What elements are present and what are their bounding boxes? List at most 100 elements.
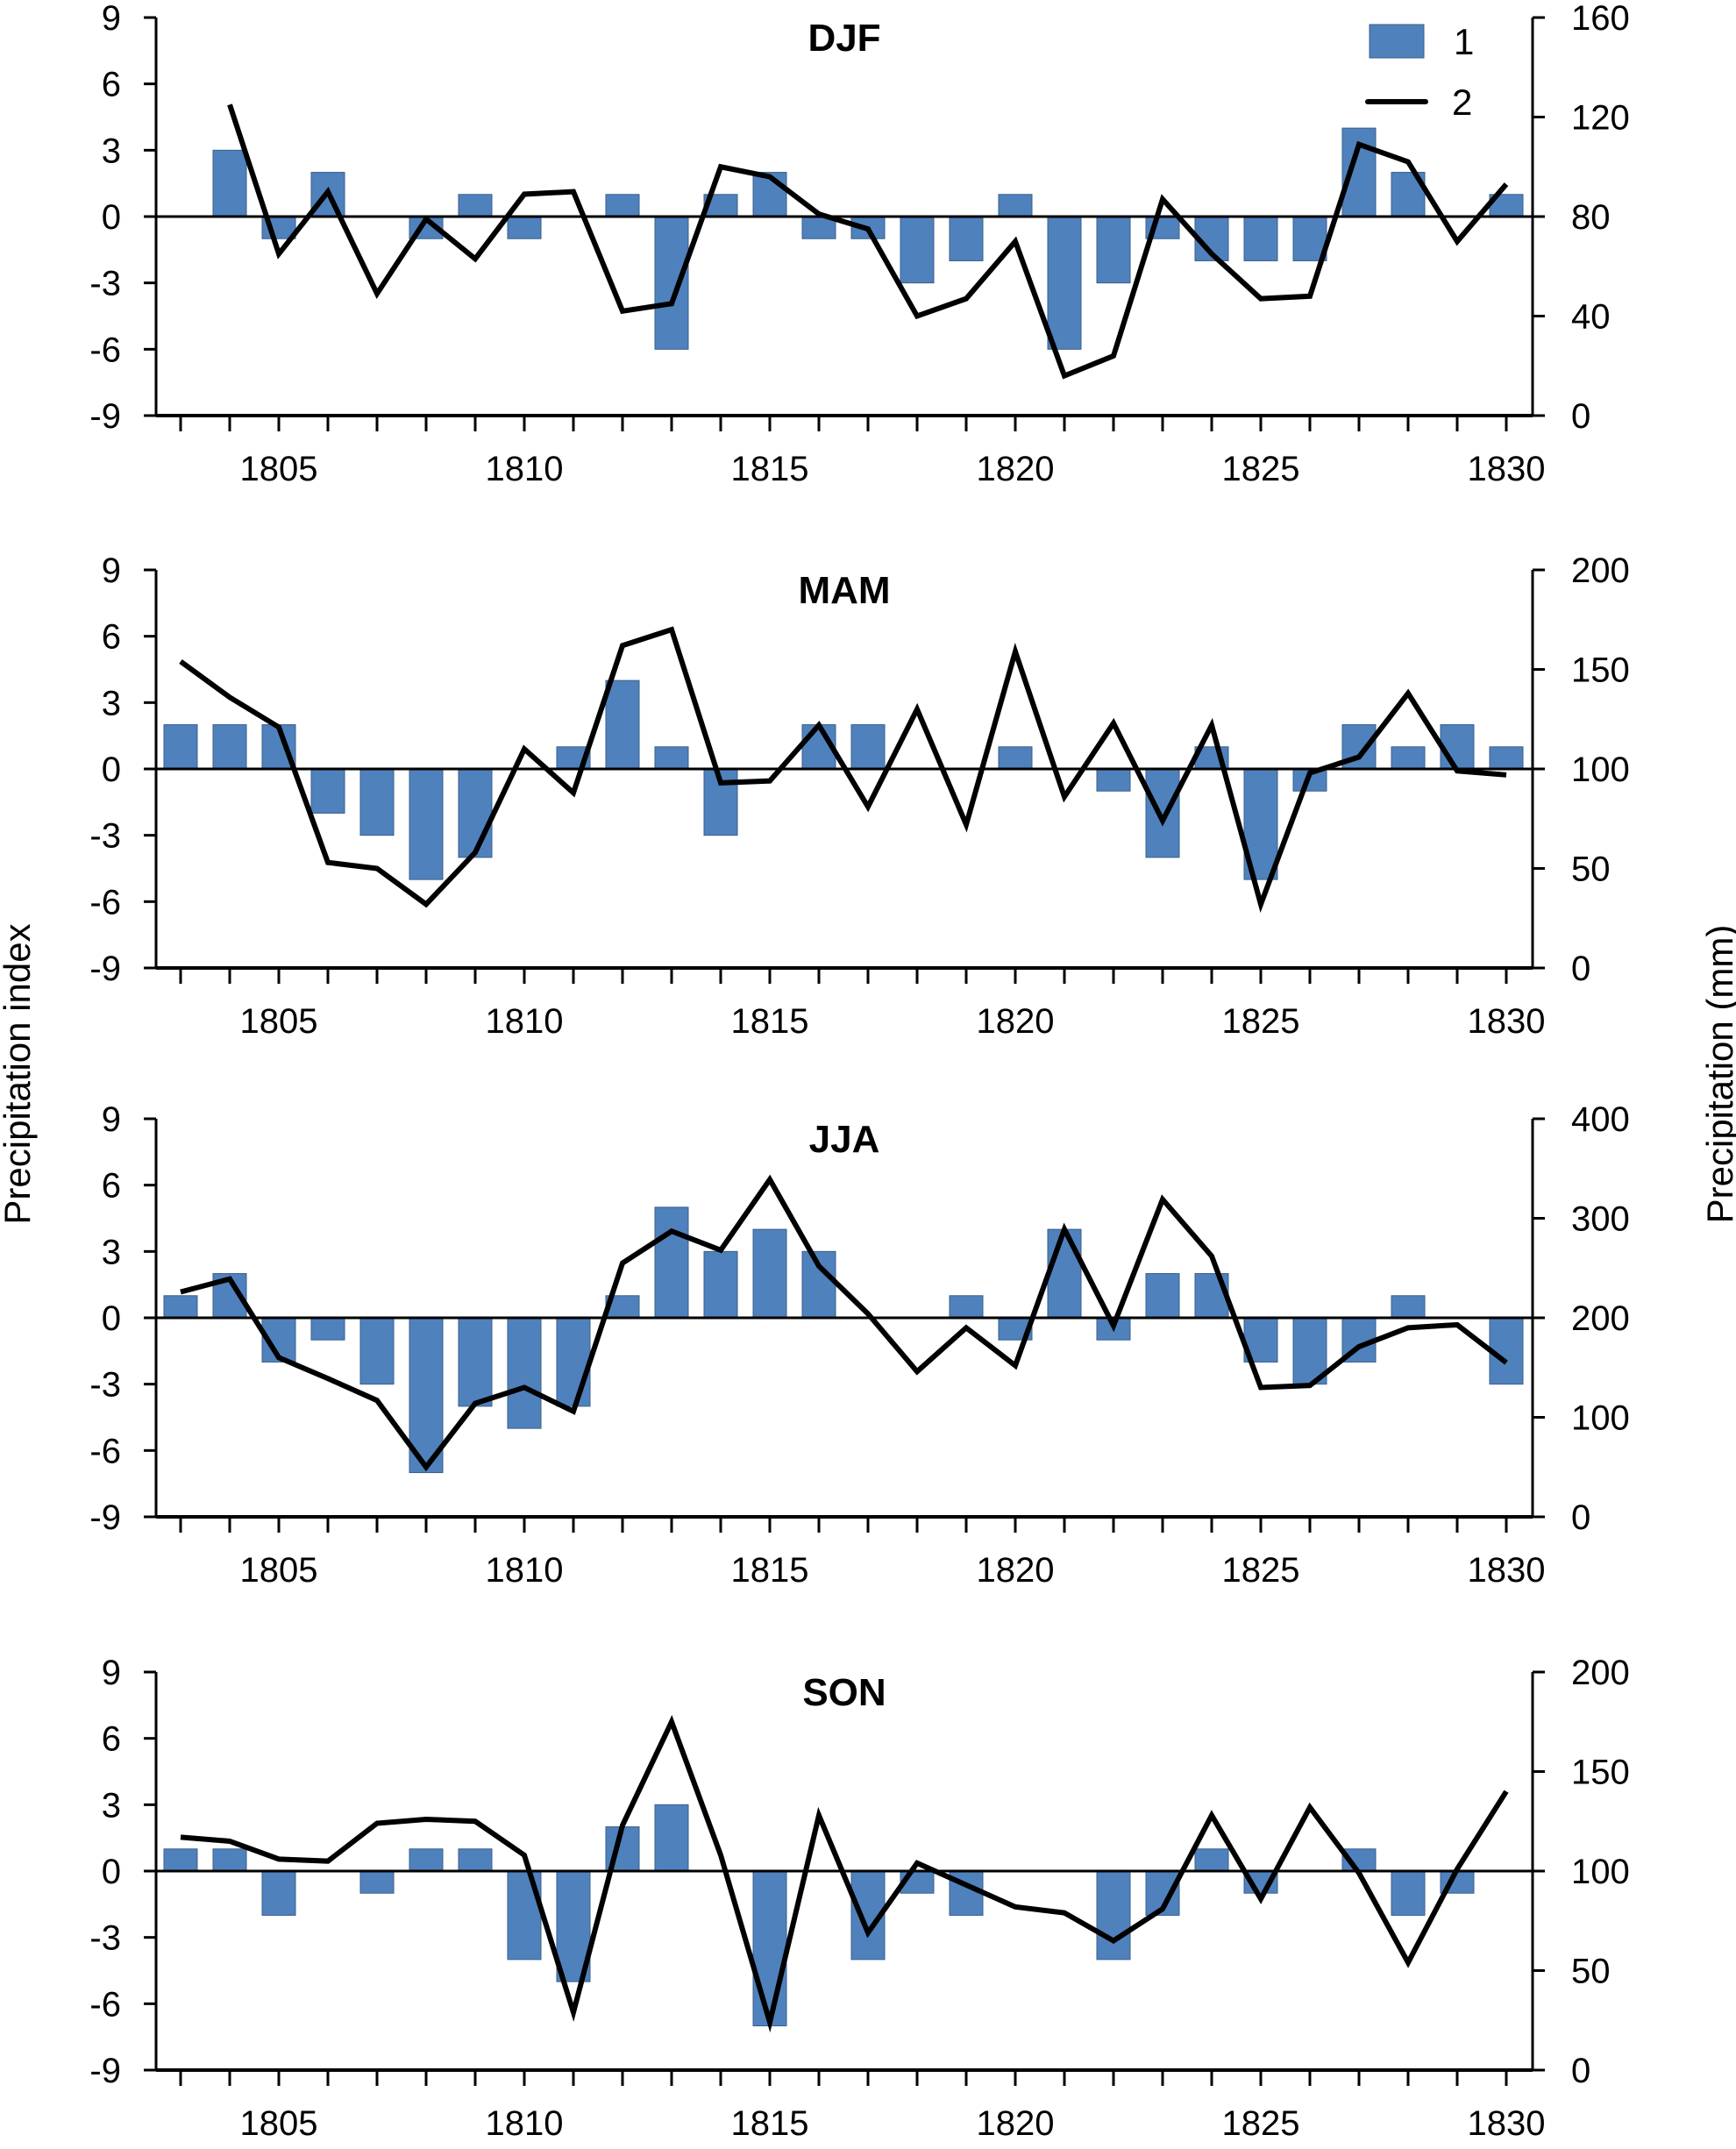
panel-title: JJA (809, 1118, 880, 1161)
x-tick-label: 1805 (240, 1002, 318, 1041)
left-tick-label: -9 (89, 2052, 121, 2090)
legend-bar-swatch (1369, 24, 1425, 59)
bar-1814 (703, 1250, 738, 1319)
right-tick-label: 200 (1571, 551, 1630, 590)
bar-1808 (409, 768, 444, 880)
bar-1826 (1292, 1317, 1327, 1385)
bar-1822 (1096, 768, 1131, 792)
bar-1812 (605, 680, 640, 770)
left-tick-label: -6 (89, 331, 121, 369)
bar-1825 (1243, 216, 1278, 261)
x-tick-label: 1810 (486, 1002, 564, 1041)
right-tick-label: 100 (1571, 751, 1630, 789)
bar-1808 (409, 1317, 444, 1474)
right-tick-label: 400 (1571, 1100, 1630, 1139)
x-tick-label: 1815 (731, 2104, 809, 2143)
bar-1817 (850, 724, 886, 770)
bar-1821 (1047, 216, 1082, 350)
left-tick-label: 9 (102, 551, 121, 590)
bar-1808 (409, 1848, 444, 1872)
left-tick-label: 9 (102, 0, 121, 38)
right-tick-label: 150 (1571, 1754, 1630, 1792)
x-tick-label: 1830 (1468, 1002, 1546, 1041)
left-tick-label: -9 (89, 397, 121, 436)
left-tick-label: 0 (102, 1853, 121, 1891)
right-tick-label: 50 (1571, 850, 1611, 889)
left-tick-label: -6 (89, 1985, 121, 2024)
bar-1807 (359, 1317, 395, 1385)
left-tick-label: 9 (102, 1100, 121, 1139)
x-tick-label: 1810 (486, 2104, 564, 2143)
right-tick-label: 200 (1571, 1299, 1630, 1338)
precipitation-line (227, 103, 1509, 380)
bar-1820 (998, 194, 1033, 217)
left-tick-label: -3 (89, 1366, 121, 1405)
bar-1809 (458, 194, 493, 217)
left-tick-label: 0 (102, 751, 121, 789)
left-tick-label: 3 (102, 1233, 121, 1271)
legend-label-bars: 1 (1454, 21, 1474, 62)
bar-1822 (1096, 216, 1131, 284)
bar-1816 (801, 216, 836, 239)
left-tick-label: 3 (102, 1786, 121, 1825)
bar-1815 (752, 1228, 787, 1319)
panel-son: 9 6 3 0 -3 -6 -9 200 150 100 50 0 1805 1810 1815 1820 18… (89, 1654, 1629, 2143)
left-tick-label: -9 (89, 1498, 121, 1537)
bar-1823 (1145, 1273, 1180, 1319)
right-tick-label: 120 (1571, 99, 1630, 138)
bar-1810 (507, 1317, 542, 1429)
left-tick-label: 6 (102, 1167, 121, 1206)
left-tick-label: 9 (102, 1654, 121, 1692)
bar-1819 (949, 216, 984, 261)
left-tick-label: -3 (89, 1919, 121, 1958)
panel-djf: 9 6 3 0 -3 -6 -9 160 120 80 40 0 1805 1810 1815 1820 182… (89, 0, 1629, 488)
x-tick-label: 1825 (1222, 2104, 1300, 2143)
left-tick-label: 0 (102, 1299, 121, 1338)
bar-1811 (556, 1317, 591, 1407)
x-tick-label: 1810 (486, 450, 564, 488)
bar-1809 (458, 768, 493, 858)
right-tick-label: 160 (1571, 0, 1630, 38)
bar-1810 (507, 216, 542, 239)
right-axis-title: Precipitation (mm) (1699, 925, 1736, 1224)
bar-1813 (654, 1206, 689, 1319)
panel-title: MAM (798, 569, 890, 612)
precipitation-line (180, 1715, 1509, 2033)
bar-1804 (212, 1848, 247, 1872)
left-tick-label: 6 (102, 66, 121, 104)
x-tick-label: 1830 (1468, 450, 1546, 488)
x-tick-label: 1805 (240, 450, 318, 488)
right-tick-label: 50 (1571, 1953, 1611, 1991)
right-tick-label: 40 (1571, 298, 1611, 337)
x-tick-label: 1820 (977, 1002, 1055, 1041)
right-tick-label: 80 (1571, 198, 1611, 237)
bar-1804 (212, 724, 247, 770)
bar-1807 (359, 1870, 395, 1894)
legend: 1 2 (1365, 21, 1474, 123)
left-tick-label: 0 (102, 198, 121, 237)
bar-1818 (900, 216, 935, 284)
precipitation-line (179, 626, 1507, 914)
bar-1813 (654, 216, 689, 350)
bar-1809 (458, 1317, 493, 1407)
x-tick-label: 1830 (1468, 2104, 1546, 2143)
right-tick-label: 150 (1571, 651, 1630, 690)
bar-1805 (261, 1870, 296, 1916)
x-tick-label: 1820 (977, 450, 1055, 488)
x-tick-label: 1815 (731, 450, 809, 488)
bar-1819 (949, 1295, 984, 1319)
right-tick-label: 100 (1571, 1399, 1630, 1438)
precipitation-line (180, 1174, 1508, 1472)
panel-title: SON (802, 1671, 886, 1714)
bar-1806 (310, 768, 345, 814)
bar-1809 (458, 1848, 493, 1872)
bar-1803 (163, 724, 198, 770)
bar-1815 (752, 1870, 787, 2027)
bar-1807 (359, 768, 395, 836)
left-axis-title: Precipitation index (0, 923, 38, 1224)
bar-1821 (1047, 1228, 1082, 1319)
x-tick-label: 1830 (1468, 1551, 1546, 1590)
left-tick-label: -9 (89, 950, 121, 988)
bar-1828 (1391, 746, 1426, 770)
